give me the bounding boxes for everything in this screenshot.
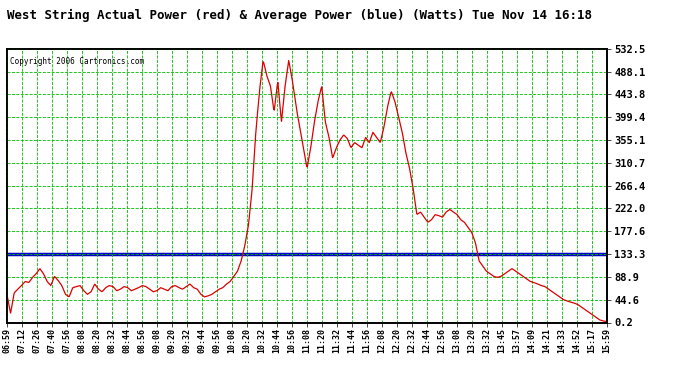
Text: Copyright 2006 Cartronics.com: Copyright 2006 Cartronics.com	[10, 57, 144, 66]
Text: West String Actual Power (red) & Average Power (blue) (Watts) Tue Nov 14 16:18: West String Actual Power (red) & Average…	[7, 9, 592, 22]
